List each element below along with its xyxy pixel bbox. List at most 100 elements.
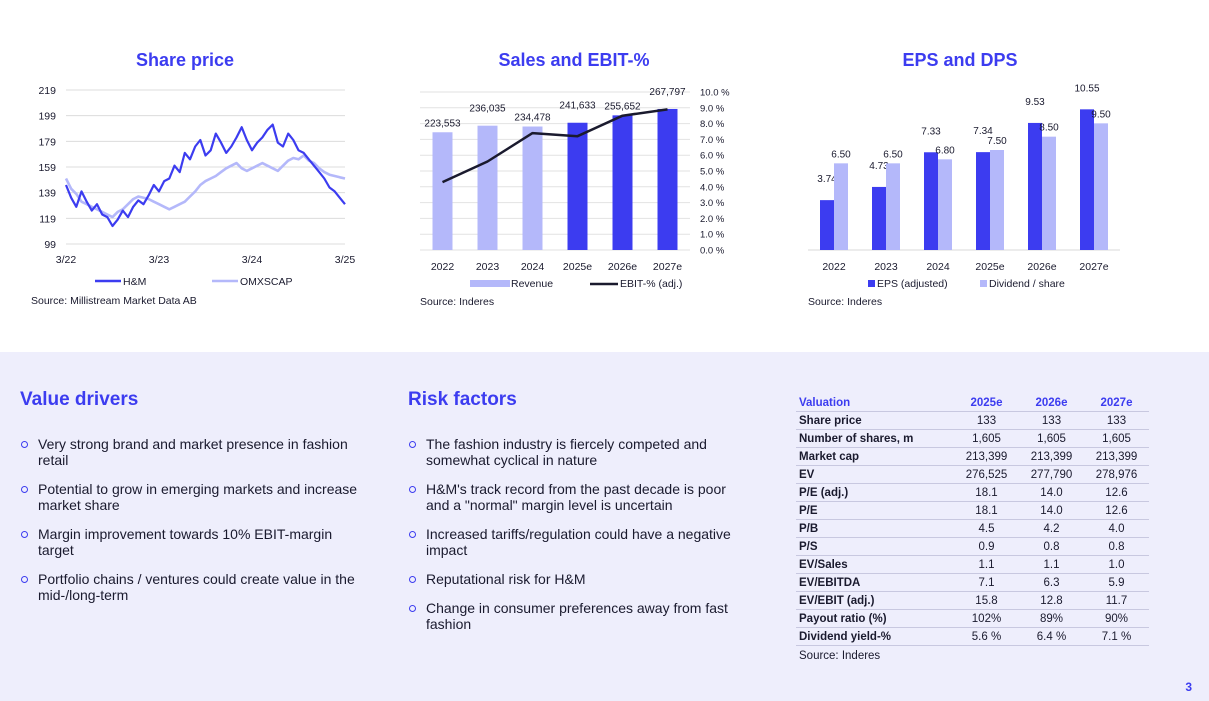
table-cell: 11.7	[1084, 591, 1149, 610]
legend-label: Revenue	[511, 278, 553, 290]
table-cell: 133	[954, 411, 1019, 430]
legend-label: Dividend / share	[989, 278, 1065, 290]
table-cell: 0.8	[1019, 537, 1084, 556]
eps-value-label: 9.53	[1025, 97, 1045, 108]
table-row: Payout ratio (%) 102% 89% 90%	[796, 609, 1149, 628]
revenue-value-label: 267,797	[649, 87, 686, 98]
table-cell: 0.8	[1084, 537, 1149, 556]
row-label: Dividend yield-%	[796, 627, 954, 646]
eps-value-label: 10.55	[1074, 83, 1099, 94]
eps-value-label: 7.34	[973, 126, 993, 137]
row-label: P/B	[796, 519, 954, 538]
y2-tick-label: 9.0 %	[700, 103, 725, 114]
y2-tick-label: 3.0 %	[700, 198, 725, 209]
y-tick-label: 219	[38, 85, 56, 97]
row-label: Number of shares, m	[796, 429, 954, 448]
list-item: Potential to grow in emerging markets an…	[20, 481, 360, 513]
list-item: Very strong brand and market presence in…	[20, 436, 360, 468]
charts-panel: Share price 99 119 139 159 179 199 219 3/22 3/23…	[31, 50, 1120, 308]
table-cell: 1.0	[1084, 555, 1149, 574]
eps-bar	[1080, 109, 1094, 250]
row-label: EV	[796, 465, 954, 484]
row-label: P/E (adj.)	[796, 483, 954, 502]
x-tick-label: 2022	[822, 261, 846, 273]
list-item: The fashion industry is fiercely compete…	[408, 436, 738, 468]
valuation-table: Valuation 2025e 2026e 2027e Share price 1…	[796, 394, 1149, 646]
table-cell: 14.0	[1019, 501, 1084, 520]
eps-dps-title: EPS and DPS	[902, 50, 1018, 70]
table-cell: 213,399	[1084, 447, 1149, 466]
y2-tick-label: 6.0 %	[700, 151, 725, 162]
sales-ebit-title: Sales and EBIT-%	[498, 50, 650, 70]
table-cell: 133	[1019, 411, 1084, 430]
dps-bar	[834, 163, 848, 250]
row-label: P/S	[796, 537, 954, 556]
x-tick-label: 2025e	[975, 261, 1004, 273]
legend-swatch	[868, 280, 875, 287]
y2-tick-label: 0.0 %	[700, 246, 725, 257]
eps-bar	[820, 200, 834, 250]
dps-value-label: 6.50	[883, 149, 903, 160]
table-row: EV/EBIT (adj.) 15.8 12.8 11.7	[796, 591, 1149, 610]
valuation-source: Source: Inderes	[799, 650, 881, 662]
table-cell: 7.1	[954, 573, 1019, 592]
revenue-bar	[657, 108, 678, 250]
series-line-hm	[64, 123, 346, 228]
table-cell: 18.1	[954, 483, 1019, 502]
table-cell: 18.1	[954, 501, 1019, 520]
table-row: P/S 0.9 0.8 0.8	[796, 537, 1149, 556]
y-tick-label: 159	[38, 162, 56, 174]
page-number: 3	[1185, 680, 1192, 694]
table-cell: 1,605	[954, 429, 1019, 448]
list-item: Change in consumer preferences away from…	[408, 600, 738, 632]
table-row: Number of shares, m 1,605 1,605 1,605	[796, 429, 1149, 448]
table-cell: 14.0	[1019, 483, 1084, 502]
row-label: P/E	[796, 501, 954, 520]
table-cell: 12.8	[1019, 591, 1084, 610]
table-cell: 89%	[1019, 609, 1084, 628]
table-cell: 12.6	[1084, 483, 1149, 502]
table-row: Market cap 213,399 213,399 213,399	[796, 447, 1149, 466]
dps-value-label: 6.50	[831, 149, 851, 160]
series-line-omxscap	[64, 154, 346, 219]
x-tick-label: 2024	[521, 261, 545, 273]
table-cell: 133	[1084, 411, 1149, 430]
eps-dps-source: Source: Inderes	[808, 296, 883, 308]
table-cell: 1.1	[954, 555, 1019, 574]
table-row: Share price 133 133 133	[796, 411, 1149, 430]
revenue-bar	[567, 122, 588, 250]
y2-tick-label: 10.0 %	[700, 88, 730, 99]
revenue-value-label: 223,553	[424, 118, 461, 129]
table-row: EV/EBITDA 7.1 6.3 5.9	[796, 573, 1149, 592]
dps-value-label: 9.50	[1091, 109, 1111, 120]
table-row: EV 276,525 277,790 278,976	[796, 465, 1149, 484]
dps-bar	[938, 159, 952, 250]
row-label: Share price	[796, 411, 954, 430]
sales-ebit-source: Source: Inderes	[420, 296, 495, 308]
eps-value-label: 4.73	[869, 161, 889, 172]
row-label: EV/EBIT (adj.)	[796, 591, 954, 610]
value-drivers-title: Value drivers	[20, 389, 139, 410]
legend-label: H&M	[123, 276, 146, 288]
x-tick-label: 2026e	[1027, 261, 1056, 273]
table-cell: 90%	[1084, 609, 1149, 628]
x-tick-label: 2027e	[653, 261, 682, 273]
table-cell: 1,605	[1084, 429, 1149, 448]
table-cell: 5.9	[1084, 573, 1149, 592]
revenue-bar	[522, 126, 543, 250]
x-tick-label: 2025e	[563, 261, 592, 273]
value-drivers-list: Very strong brand and market presence in…	[20, 436, 360, 603]
x-tick-label: 3/22	[56, 254, 77, 266]
table-cell: 213,399	[1019, 447, 1084, 466]
x-tick-label: 3/25	[335, 254, 356, 266]
dps-value-label: 7.50	[987, 136, 1007, 147]
row-label: Market cap	[796, 447, 954, 466]
table-header-row: Valuation 2025e 2026e 2027e	[796, 394, 1149, 412]
dps-bar	[1094, 123, 1108, 250]
x-tick-label: 3/24	[242, 254, 263, 266]
table-cell: 4.5	[954, 519, 1019, 538]
eps-bar	[1028, 122, 1042, 250]
y2-tick-label: 7.0 %	[700, 135, 725, 146]
table-cell: 277,790	[1019, 465, 1084, 484]
y-tick-label: 119	[39, 213, 56, 225]
